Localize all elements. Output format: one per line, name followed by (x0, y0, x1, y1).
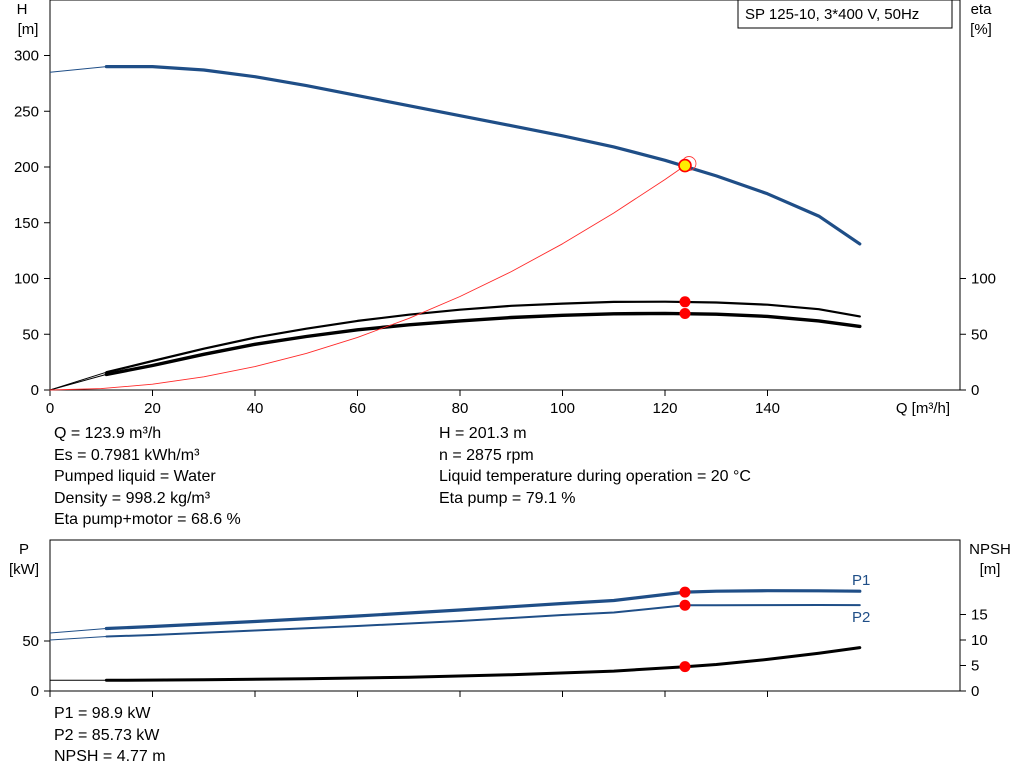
x-tick-label: 140 (755, 400, 780, 417)
info-block-left: Q = 123.9 m³/h Es = 0.7981 kWh/m³ Pumped… (54, 423, 241, 531)
upper-left-tick-label: 0 (31, 382, 39, 399)
info-eta-pump-motor: Eta pump+motor = 68.6 % (54, 511, 241, 528)
duty-point-head (678, 158, 692, 173)
lower-x-gridmarks (49, 691, 768, 697)
x-tick-label: 120 (652, 400, 677, 417)
p2-curve-lead-in (49, 636, 107, 641)
pump-legend-text: SP 125-10, 3*400 V, 50Hz (745, 6, 919, 23)
upper-left-axis-label-line2: [m] (18, 21, 39, 38)
head-curve-lead-in (49, 66, 107, 73)
info-head: H = 201.3 m (439, 425, 527, 442)
info-p1: P1 = 98.9 kW (54, 705, 151, 722)
info-density: Density = 998.2 kg/m³ (54, 489, 211, 507)
info-pumped-liquid: Pumped liquid = Water (54, 468, 216, 485)
lower-right-y-ticks: 0 5 10 15 (960, 607, 988, 700)
eta-pump-motor-curve (104, 311, 862, 377)
pump-legend-box (737, 0, 953, 29)
info-specific-energy: Es = 0.7981 kWh/m³ (54, 446, 200, 464)
upper-left-tick-label: 200 (14, 159, 39, 176)
info-liquid-temperature: Liquid temperature during operation = 20… (439, 468, 751, 485)
upper-plot-frame (49, 0, 961, 391)
p1-curve-lead-in (49, 628, 107, 634)
lower-left-tick-label: 0 (31, 683, 39, 700)
upper-right-tick-label: 0 (971, 382, 979, 399)
lower-right-tick-label: 5 (971, 658, 979, 675)
lower-right-axis-label-line1: NPSH (969, 541, 1011, 558)
lower-right-tick-label: 0 (971, 683, 979, 700)
p2-curve (105, 604, 861, 638)
head-curve (104, 65, 862, 246)
x-tick-label: 20 (144, 400, 161, 417)
head-eta-chart: H [m] eta [%] Q [m³/h] 05010015020025030… (14, 0, 996, 417)
x-axis-ticks: 0 20 40 60 80 100 120 140 (46, 390, 780, 417)
series-label-p1: P1 (852, 572, 870, 589)
x-tick-label: 60 (349, 400, 366, 417)
lower-left-axis-label-line1: P (19, 541, 29, 558)
duty-point-eta-pump (679, 296, 691, 308)
upper-right-y-ticks: 0 50 100 (960, 271, 996, 399)
npsh-curve (104, 646, 862, 682)
x-axis-label: Q [m³/h] (896, 400, 950, 417)
lower-right-tick-label: 10 (971, 632, 988, 649)
x-tick-label: 0 (46, 400, 54, 417)
duty-point-p1 (679, 586, 691, 598)
upper-left-y-ticks: 0 50 100 150 200 250 300 (14, 48, 50, 399)
lower-curves (49, 589, 862, 682)
upper-right-tick-label: 50 (971, 326, 988, 343)
duty-point-eta-pump-motor (679, 308, 691, 320)
duty-point-p2 (679, 599, 691, 611)
p1-curve (104, 589, 862, 631)
info-eta-pump: Eta pump = 79.1 % (439, 489, 576, 507)
lower-right-tick-label: 15 (971, 607, 988, 624)
eta-pump-motor-curve-lead-in (49, 373, 107, 391)
upper-left-tick-label: 150 (14, 215, 39, 232)
upper-right-tick-label: 100 (971, 271, 996, 288)
upper-left-tick-label: 100 (14, 271, 39, 288)
x-tick-label: 40 (247, 400, 264, 417)
lower-left-y-ticks: 0 50 (22, 633, 50, 700)
upper-curves (49, 65, 862, 391)
lower-left-tick-label: 50 (22, 633, 39, 650)
upper-left-axis-label-line1: H (17, 1, 28, 18)
duty-point-npsh (679, 661, 691, 673)
series-label-p2: P2 (852, 609, 870, 626)
upper-right-axis-label-line1: eta (971, 1, 993, 18)
info-block-right: H = 201.3 m n = 2875 rpm Liquid temperat… (439, 423, 751, 509)
info-block-bottom: P1 = 98.9 kW P2 = 85.73 kW NPSH = 4.77 m (54, 703, 166, 768)
power-npsh-chart: P [kW] NPSH [m] 0 50 0 5 10 15 P1 P2 (9, 539, 1011, 700)
upper-left-tick-label: 50 (22, 326, 39, 343)
x-tick-label: 100 (550, 400, 575, 417)
eta-pump-curve (105, 300, 861, 374)
lower-left-axis-label-line2: [kW] (9, 561, 39, 578)
lower-duty-markers (679, 586, 691, 673)
lower-plot-frame (49, 539, 961, 692)
info-p2: P2 = 85.73 kW (54, 726, 160, 744)
lower-right-axis-label-line2: [m] (980, 561, 1001, 578)
info-npsh: NPSH = 4.77 m (54, 748, 166, 765)
upper-left-tick-label: 250 (14, 103, 39, 120)
system-curve (49, 165, 686, 391)
x-tick-label: 80 (452, 400, 469, 417)
info-flow: Q = 123.9 m³/h (54, 425, 162, 442)
upper-right-axis-label-line2: [%] (970, 21, 992, 38)
upper-duty-markers (678, 156, 697, 320)
upper-left-tick-label: 300 (14, 48, 39, 65)
info-speed: n = 2875 rpm (439, 446, 534, 464)
